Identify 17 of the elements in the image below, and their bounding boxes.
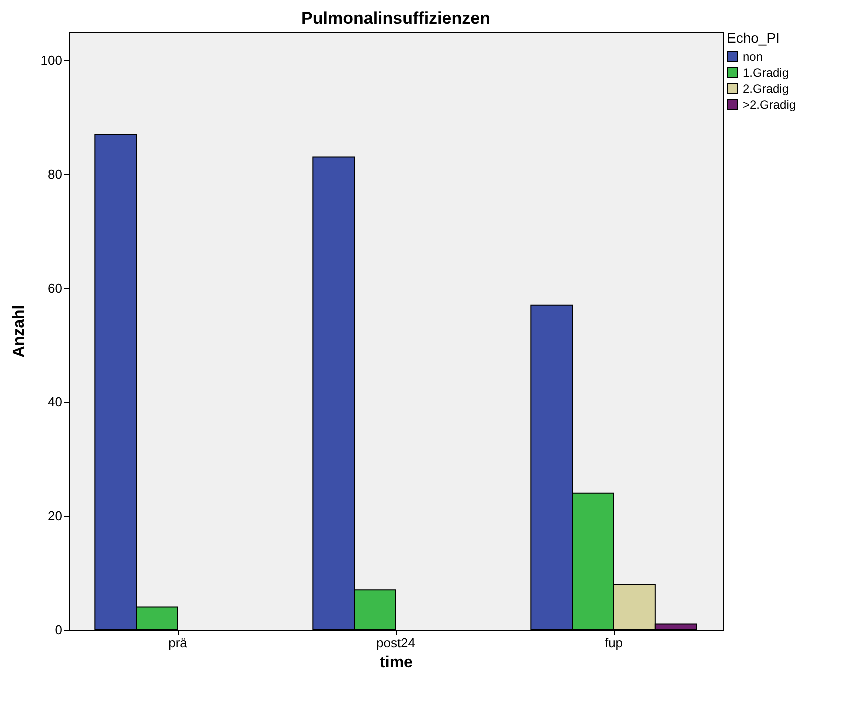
x-axis-title: time <box>380 654 414 672</box>
x-tick-label: fup <box>604 636 624 650</box>
legend-label: >2.Gradig <box>743 98 796 112</box>
legend-label: 1.Gradig <box>743 66 790 80</box>
x-tick-label: prä <box>168 636 188 650</box>
y-tick-label: 0 <box>55 622 62 638</box>
y-tick-label: 20 <box>48 508 62 524</box>
x-tick-label: post24 <box>376 636 416 650</box>
legend-label: 2.Gradig <box>743 82 790 96</box>
y-tick-label: 60 <box>48 280 62 296</box>
y-tick-label: 80 <box>48 166 62 182</box>
legend-title: Echo_PI <box>727 30 780 46</box>
y-tick-label: 40 <box>48 394 62 410</box>
chart-title: Pulmonalinsuffizienzen <box>302 9 490 28</box>
y-axis-title: Anzahl <box>10 305 28 358</box>
y-tick-label: 100 <box>40 52 62 68</box>
legend-label: non <box>743 50 764 64</box>
